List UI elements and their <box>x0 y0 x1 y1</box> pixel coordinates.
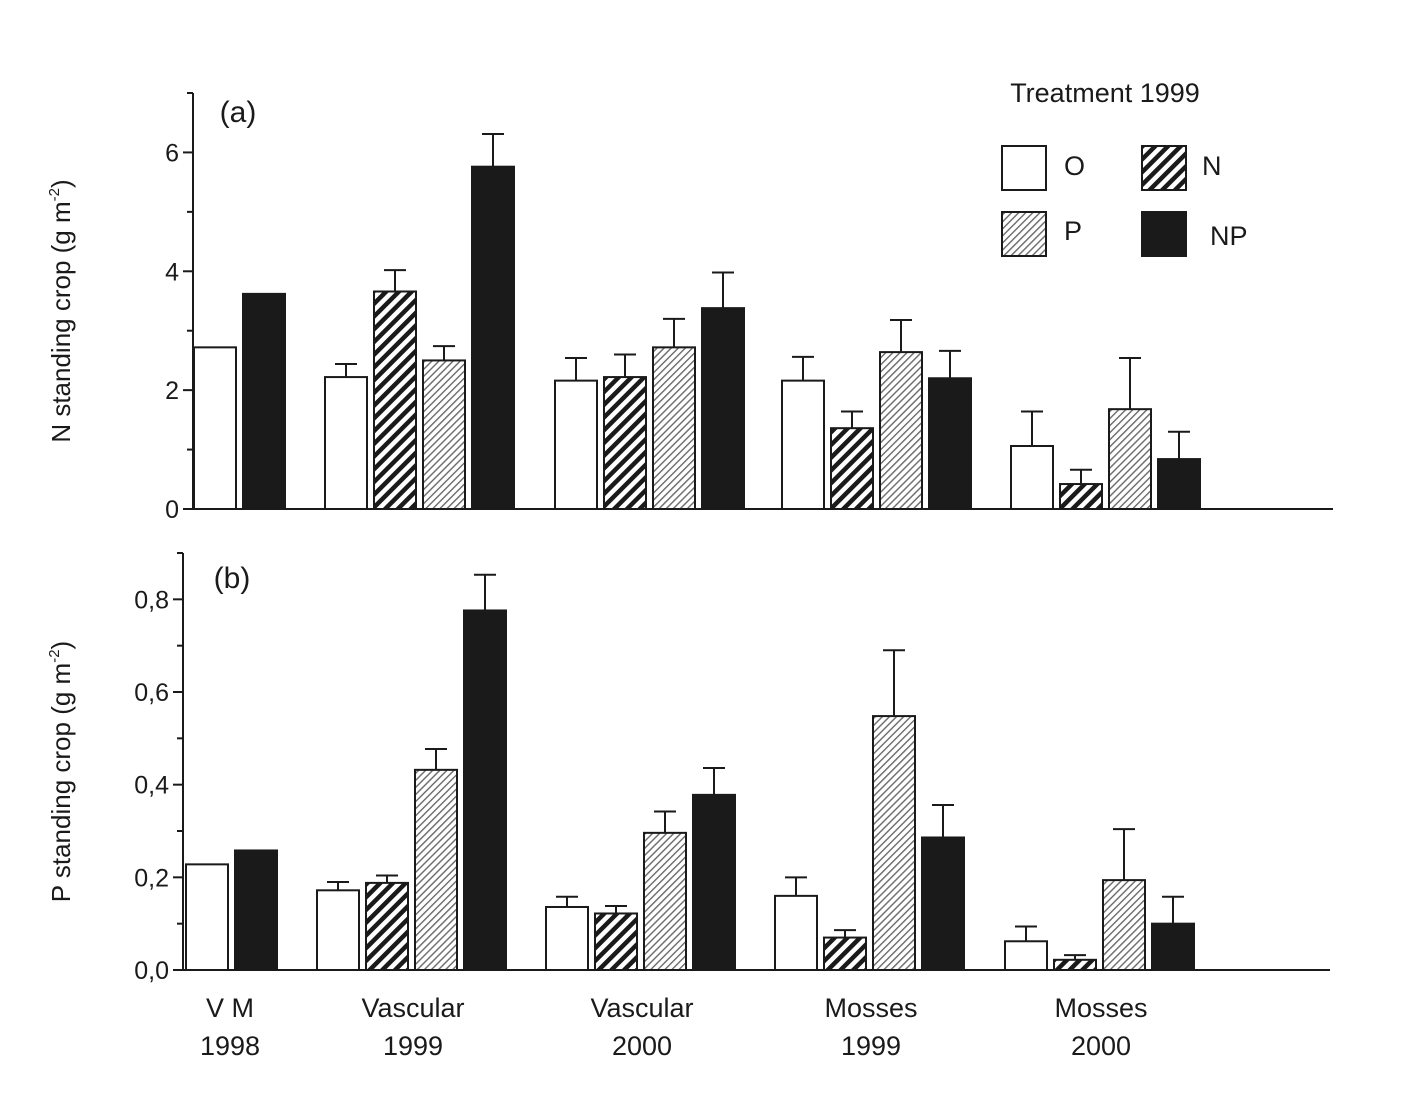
x-group-label-top: Mosses <box>1054 993 1147 1023</box>
bar-n <box>1059 483 1103 511</box>
bar-n <box>594 912 638 971</box>
y-tick-label: 0,0 <box>134 957 169 985</box>
bar-o <box>185 863 229 971</box>
bar-o <box>545 905 589 972</box>
bar-p <box>1108 408 1152 510</box>
bar-p <box>879 351 923 511</box>
panel-label: (a) <box>220 96 257 129</box>
bar-p <box>872 715 916 971</box>
x-group-label-top: Mosses <box>824 993 917 1023</box>
legend-title: Treatment 1999 <box>1010 78 1200 108</box>
bar-n <box>373 290 417 510</box>
panel-b-p-standing-crop: 0,0 0,2 0,4 0,6 0,8 P standing crop (g m-2) (b… <box>46 552 1330 985</box>
bar-np <box>234 849 278 972</box>
bar-n <box>603 376 647 510</box>
y-tick-label: 6 <box>165 139 179 167</box>
bar-np <box>242 292 286 510</box>
bar-np <box>463 609 507 971</box>
y-tick-label: 4 <box>165 258 179 286</box>
bar-n <box>365 881 409 971</box>
y-tick-label: 2 <box>165 377 179 405</box>
y-axis-label: P standing crop (g m-2) <box>46 641 76 902</box>
legend-label-n: N <box>1202 151 1222 181</box>
legend-swatch-o <box>1001 145 1047 191</box>
y-tick-label: 0,6 <box>134 679 169 707</box>
y-tick-label: 0,8 <box>134 586 169 614</box>
legend-swatch-n <box>1141 145 1187 191</box>
bar-n <box>1053 958 1097 971</box>
x-group-label-bottom: 1999 <box>383 1031 443 1061</box>
panel-a-n-standing-crop: 0 2 4 6 N standing crop (g m-2) (a) <box>46 92 1333 524</box>
bar-n <box>823 936 867 971</box>
bar-o <box>781 379 825 510</box>
y-axis-label: N standing crop (g m-2) <box>46 179 76 442</box>
legend-label-p: P <box>1064 216 1082 246</box>
bar-o <box>1004 940 1048 971</box>
y-axis-label-main: P standing crop (g m <box>46 663 76 902</box>
bar-np <box>928 377 972 510</box>
bar-o <box>774 894 818 971</box>
bar-np <box>1151 922 1195 972</box>
bar-o <box>316 889 360 971</box>
legend-label-np: NP <box>1210 221 1248 251</box>
bar-np <box>921 836 965 972</box>
bar-np <box>1157 458 1201 510</box>
bar-o <box>1010 445 1054 510</box>
bar-p <box>422 359 466 510</box>
bar-o <box>554 379 598 510</box>
x-group-label-bottom: 2000 <box>1071 1031 1131 1061</box>
bar-o <box>193 346 237 510</box>
y-axis-label-superscript: -2 <box>46 188 63 201</box>
bar-p <box>652 346 696 510</box>
y-tick-label: 0,4 <box>134 772 169 800</box>
bar-n <box>830 427 874 511</box>
y-tick-label: 0 <box>165 496 179 524</box>
bar-np <box>471 165 515 510</box>
bar-np <box>692 793 736 971</box>
y-axis-label-close: ) <box>46 179 76 188</box>
legend-label-o: O <box>1064 151 1085 181</box>
y-tick-label: 0,2 <box>134 864 169 892</box>
x-group-label-bottom: 2000 <box>612 1031 672 1061</box>
x-group-label-top: V M <box>206 993 254 1023</box>
legend-swatch-p <box>1001 211 1047 257</box>
x-axis-group-labels: V M 1998 Vascular 1999 Vascular 2000 Mosses 199… <box>200 993 1148 1061</box>
bar-o <box>324 376 368 510</box>
panel-label: (b) <box>214 562 251 595</box>
x-group-label-bottom: 1999 <box>841 1031 901 1061</box>
bar-np <box>701 307 745 511</box>
y-axis-label-superscript: -2 <box>46 649 63 662</box>
y-axis-label-close: ) <box>46 641 76 650</box>
x-group-label-bottom: 1998 <box>200 1031 260 1061</box>
bar-p <box>1102 879 1146 972</box>
bar-p <box>643 831 687 971</box>
y-axis-label-main: N standing crop (g m <box>46 201 76 442</box>
x-group-label-top: Vascular <box>361 993 464 1023</box>
bar-p <box>414 768 458 972</box>
x-group-label-top: Vascular <box>590 993 693 1023</box>
legend-swatch-np <box>1141 211 1187 257</box>
